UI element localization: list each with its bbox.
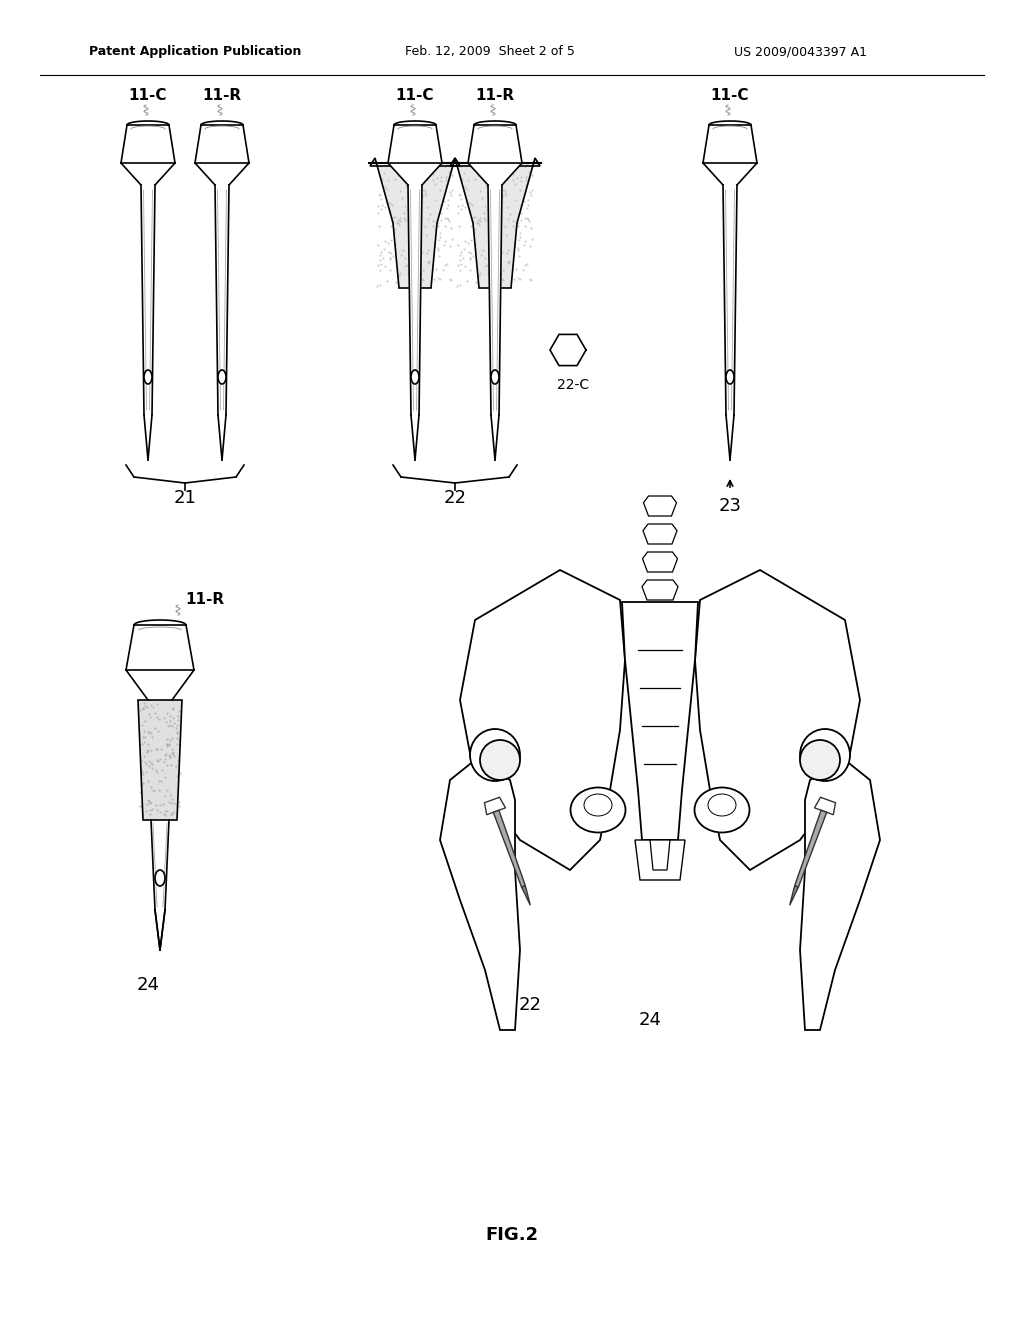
Ellipse shape xyxy=(694,788,750,833)
Polygon shape xyxy=(643,524,677,544)
Polygon shape xyxy=(126,671,194,700)
Text: Patent Application Publication: Patent Application Publication xyxy=(89,45,301,58)
Polygon shape xyxy=(151,820,169,909)
Polygon shape xyxy=(138,700,182,820)
Text: 22: 22 xyxy=(443,488,467,507)
Polygon shape xyxy=(790,886,799,906)
Text: 11-R: 11-R xyxy=(203,87,242,103)
Ellipse shape xyxy=(218,370,226,384)
Polygon shape xyxy=(195,125,249,162)
Text: 24: 24 xyxy=(136,975,160,994)
Polygon shape xyxy=(121,162,175,185)
Polygon shape xyxy=(800,760,880,1030)
Polygon shape xyxy=(126,624,194,671)
Polygon shape xyxy=(141,185,155,414)
Polygon shape xyxy=(388,162,442,185)
Ellipse shape xyxy=(800,741,840,780)
Text: 22-C: 22-C xyxy=(557,378,589,392)
Text: 11-R: 11-R xyxy=(475,87,515,103)
Text: 24: 24 xyxy=(639,1011,662,1030)
Polygon shape xyxy=(155,909,165,950)
Polygon shape xyxy=(642,579,678,601)
Polygon shape xyxy=(411,414,419,459)
Polygon shape xyxy=(370,158,460,288)
Polygon shape xyxy=(490,414,499,459)
Ellipse shape xyxy=(144,370,152,384)
Polygon shape xyxy=(723,185,737,414)
Ellipse shape xyxy=(726,370,734,384)
Polygon shape xyxy=(388,125,442,162)
Polygon shape xyxy=(643,496,677,516)
Text: 21: 21 xyxy=(173,488,197,507)
Text: 11-C: 11-C xyxy=(129,87,167,103)
Polygon shape xyxy=(218,414,226,459)
Ellipse shape xyxy=(470,729,520,781)
Ellipse shape xyxy=(584,795,612,816)
Polygon shape xyxy=(650,840,670,870)
Polygon shape xyxy=(622,602,698,840)
Polygon shape xyxy=(703,162,757,185)
Polygon shape xyxy=(195,162,249,185)
Polygon shape xyxy=(408,185,422,414)
Polygon shape xyxy=(468,162,522,185)
Text: 11-C: 11-C xyxy=(711,87,750,103)
Polygon shape xyxy=(726,414,734,459)
Polygon shape xyxy=(795,810,826,887)
Polygon shape xyxy=(440,760,520,1030)
Polygon shape xyxy=(121,125,175,162)
Polygon shape xyxy=(468,125,522,162)
Polygon shape xyxy=(521,886,530,906)
Polygon shape xyxy=(215,185,229,414)
Polygon shape xyxy=(460,570,625,870)
Polygon shape xyxy=(450,158,540,288)
Ellipse shape xyxy=(708,795,736,816)
Ellipse shape xyxy=(800,729,850,781)
Polygon shape xyxy=(814,797,836,814)
Text: 22: 22 xyxy=(518,997,542,1014)
Ellipse shape xyxy=(570,788,626,833)
Text: Feb. 12, 2009  Sheet 2 of 5: Feb. 12, 2009 Sheet 2 of 5 xyxy=(406,45,574,58)
Ellipse shape xyxy=(155,870,165,886)
Ellipse shape xyxy=(490,370,499,384)
Text: 11-R: 11-R xyxy=(185,593,224,607)
Polygon shape xyxy=(642,552,678,572)
Polygon shape xyxy=(484,797,506,814)
Ellipse shape xyxy=(480,741,520,780)
Polygon shape xyxy=(635,840,685,880)
Text: US 2009/0043397 A1: US 2009/0043397 A1 xyxy=(733,45,866,58)
Ellipse shape xyxy=(411,370,419,384)
Polygon shape xyxy=(144,414,152,459)
Text: FIG.2: FIG.2 xyxy=(485,1226,539,1243)
Polygon shape xyxy=(488,185,502,414)
Polygon shape xyxy=(703,125,757,162)
Text: 11-C: 11-C xyxy=(395,87,434,103)
Polygon shape xyxy=(494,810,525,887)
Polygon shape xyxy=(695,570,860,870)
Text: 23: 23 xyxy=(719,498,741,515)
